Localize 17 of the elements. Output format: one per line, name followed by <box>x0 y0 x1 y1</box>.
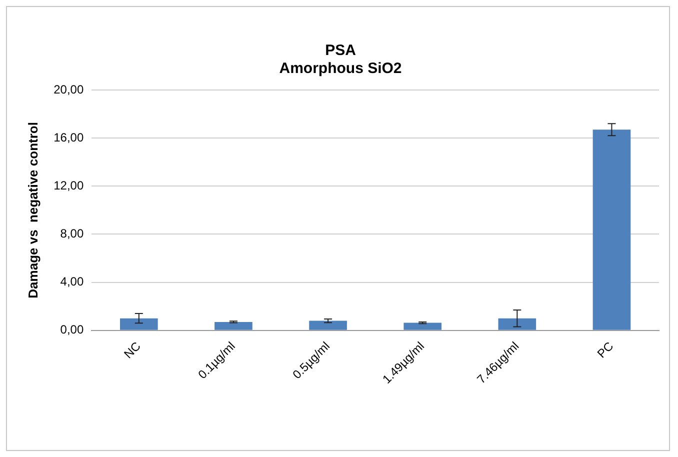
text: PSA <box>325 42 356 60</box>
bar <box>592 130 631 330</box>
y-tick-label: 8,00 <box>60 226 84 241</box>
bar <box>309 320 347 330</box>
x-tick-label: PC <box>594 338 616 361</box>
x-tick-label: NC <box>121 338 144 362</box>
text: Amorphous SiO2 <box>279 60 402 78</box>
y-tick-label: 12,00 <box>54 178 84 192</box>
bar <box>120 318 158 330</box>
y-tick-label: 20,00 <box>54 82 84 96</box>
bar <box>404 322 442 330</box>
bar <box>214 322 252 330</box>
y-tick-label: 0,00 <box>60 322 84 337</box>
y-axis-title: Damage vs negative control <box>25 122 40 298</box>
y-tick-label: 16,00 <box>54 130 84 144</box>
bar <box>498 318 536 330</box>
y-tick-label: 4,00 <box>60 274 84 289</box>
